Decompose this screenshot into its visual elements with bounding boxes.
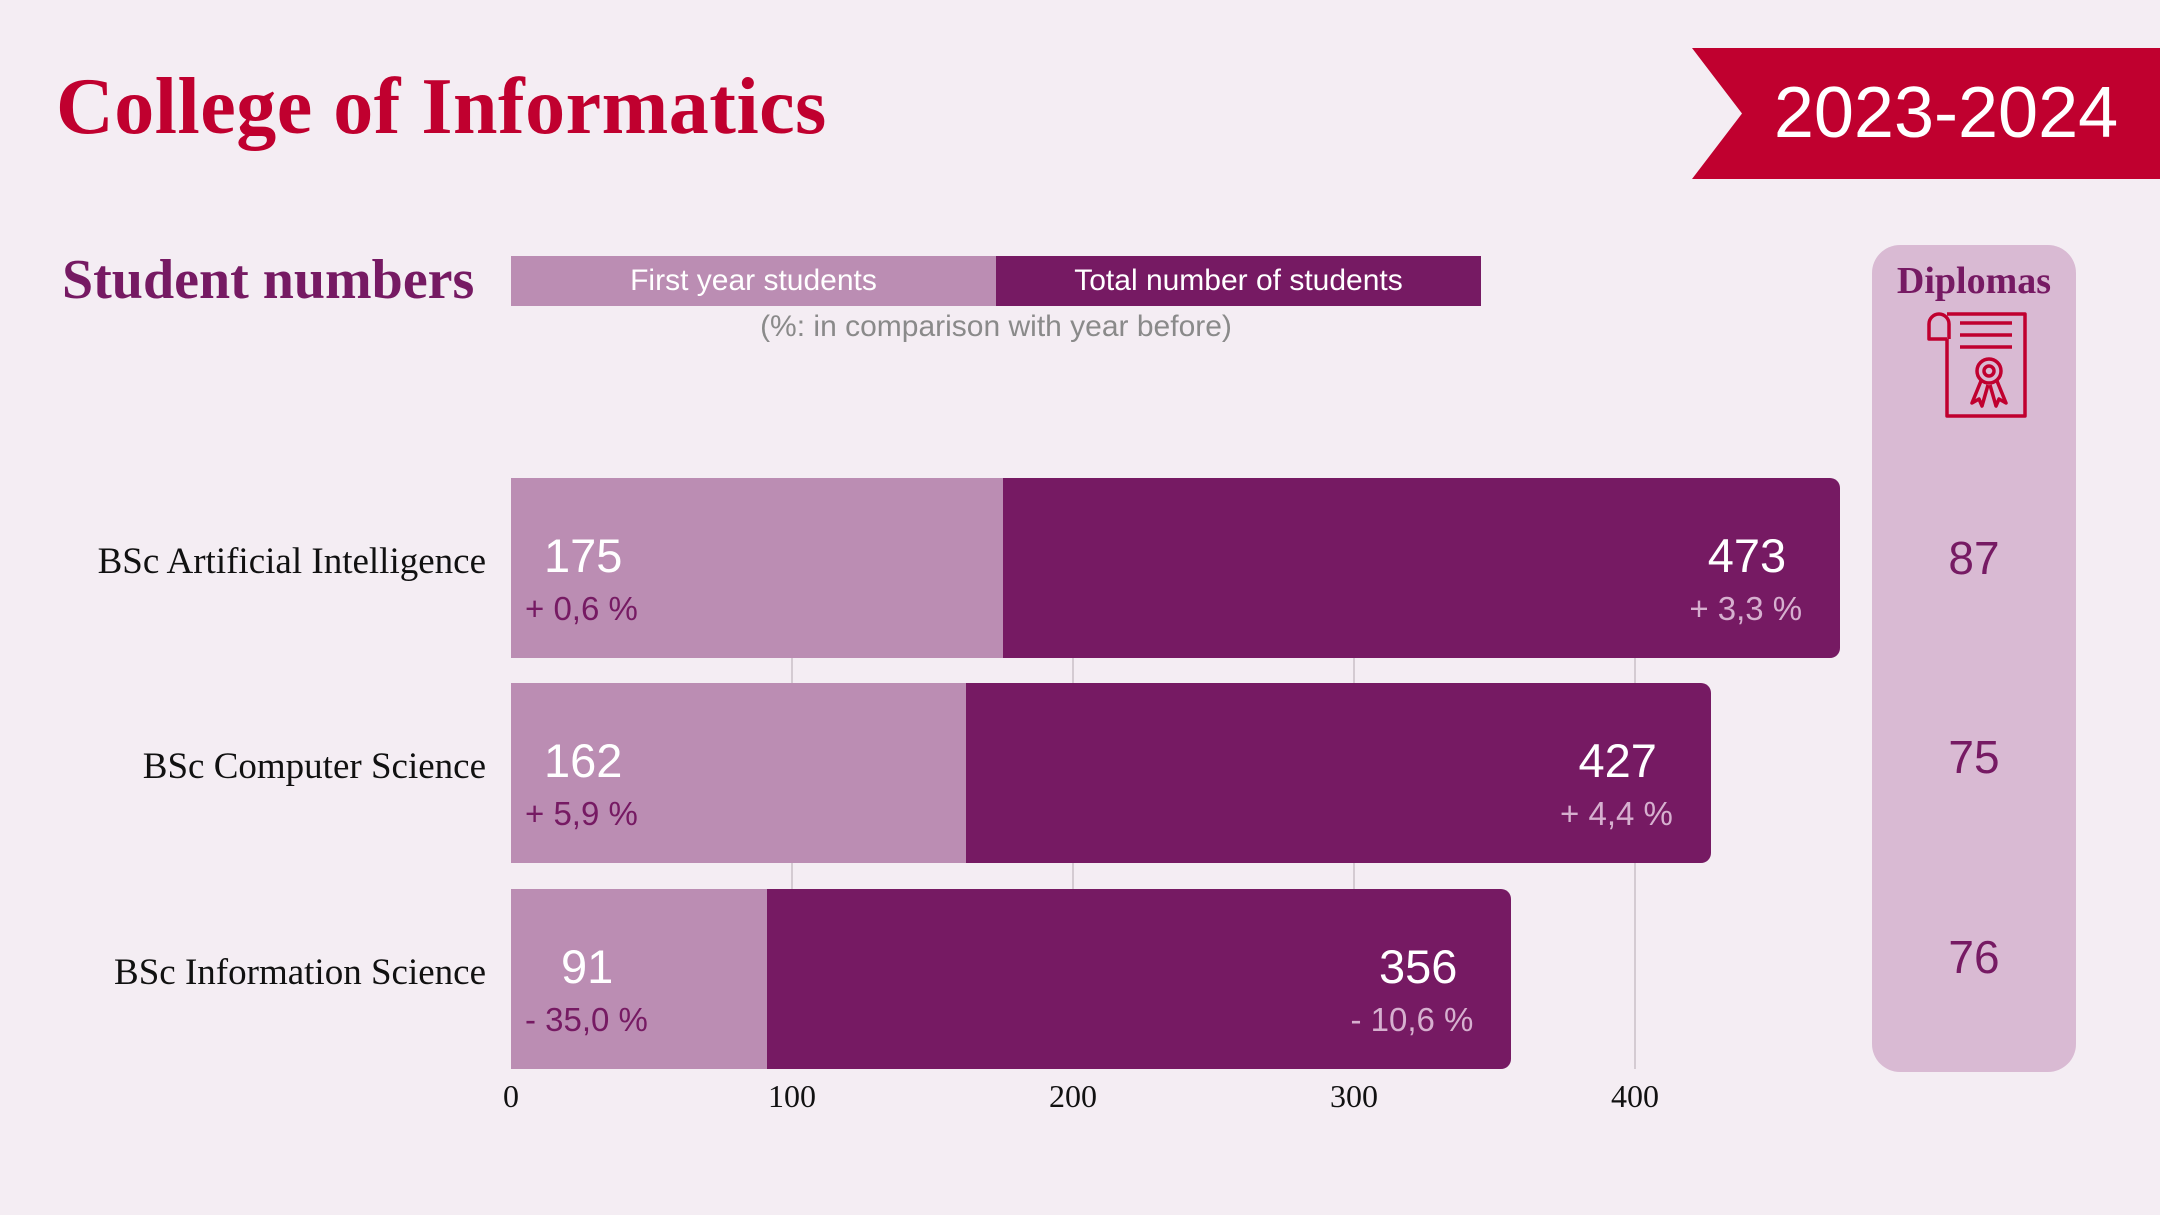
diplomas-value: 87 [1948, 532, 2000, 584]
first-year-change: + 0,6 % [525, 590, 638, 627]
diplomas-value: 75 [1948, 731, 2000, 783]
first-year-value: 91 [561, 940, 614, 993]
row-label: BSc Information Science [114, 952, 486, 993]
legend-note: (%: in comparison with year before) [760, 310, 1232, 343]
first-year-value: 175 [544, 529, 623, 582]
page-title: College of Informatics [56, 63, 827, 151]
x-tick-label: 200 [1049, 1078, 1097, 1114]
bar-first-year [511, 683, 967, 863]
total-change: - 10,6 % [1350, 1001, 1474, 1038]
section-title: Student numbers [62, 249, 475, 311]
diplomas-value: 76 [1948, 931, 2000, 983]
bar-total [766, 889, 1512, 1069]
total-value: 356 [1378, 940, 1458, 993]
gridline [791, 658, 793, 1069]
total-change: + 4,4 % [1560, 795, 1673, 832]
bar-first-year [511, 478, 1003, 658]
x-tick-label: 300 [1330, 1078, 1378, 1114]
diploma-certificate-icon [1927, 312, 2027, 418]
bar-total [1002, 478, 1841, 658]
bar-total [966, 683, 1711, 863]
x-tick-label: 0 [503, 1078, 519, 1114]
year-label: 2023-2024 [1773, 73, 2119, 153]
diplomas-title: Diplomas [1896, 260, 2052, 302]
x-tick-label: 100 [768, 1078, 816, 1114]
bar-first-year [511, 889, 767, 1069]
legend-first-year: First year students [511, 256, 996, 306]
first-year-change: - 35,0 % [525, 1001, 648, 1038]
first-year-value: 162 [544, 734, 623, 787]
diplomas-panel: Diplomas 87 75 76 [1872, 245, 2076, 1072]
x-tick-label: 400 [1611, 1078, 1659, 1114]
row-label: BSc Artificial Intelligence [97, 541, 486, 582]
legend-total: Total number of students [996, 256, 1481, 306]
first-year-change: + 5,9 % [525, 795, 638, 832]
year-banner [1692, 48, 2160, 179]
row-label: BSc Computer Science [142, 746, 486, 787]
total-value: 473 [1707, 529, 1787, 582]
total-change: + 3,3 % [1689, 590, 1803, 627]
gridline [1353, 658, 1355, 1069]
gridline [1634, 658, 1636, 1069]
total-value: 427 [1578, 734, 1657, 787]
gridline [1072, 658, 1074, 1069]
